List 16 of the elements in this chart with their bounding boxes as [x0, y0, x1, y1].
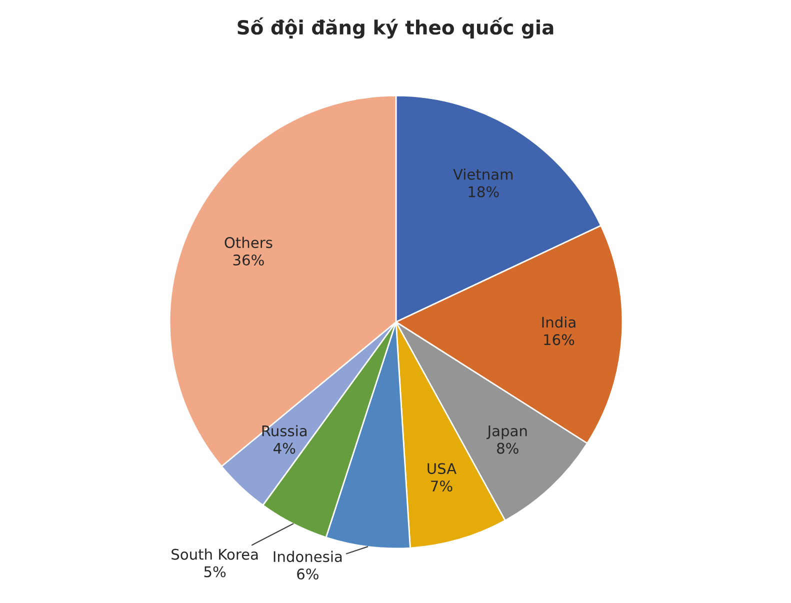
slice-label: Vietnam [453, 168, 513, 180]
slice-label: Indonesia [274, 550, 342, 562]
data-label: 18% [468, 186, 499, 198]
slice-label: South Korea [172, 548, 258, 560]
data-label: 4% [274, 442, 296, 454]
data-label: 7% [431, 480, 452, 492]
chart-title: Số đội đăng ký theo quốc gia [238, 17, 554, 39]
data-label: 6% [297, 568, 318, 580]
slice-label: India [542, 316, 576, 328]
slice-label: USA [428, 463, 456, 474]
data-label: 36% [233, 254, 264, 266]
slice-label: Others [224, 236, 272, 248]
data-label: 5% [204, 566, 226, 578]
slice-label: Japan [486, 426, 527, 440]
data-label: 8% [497, 442, 518, 454]
data-label: 16% [544, 334, 574, 346]
